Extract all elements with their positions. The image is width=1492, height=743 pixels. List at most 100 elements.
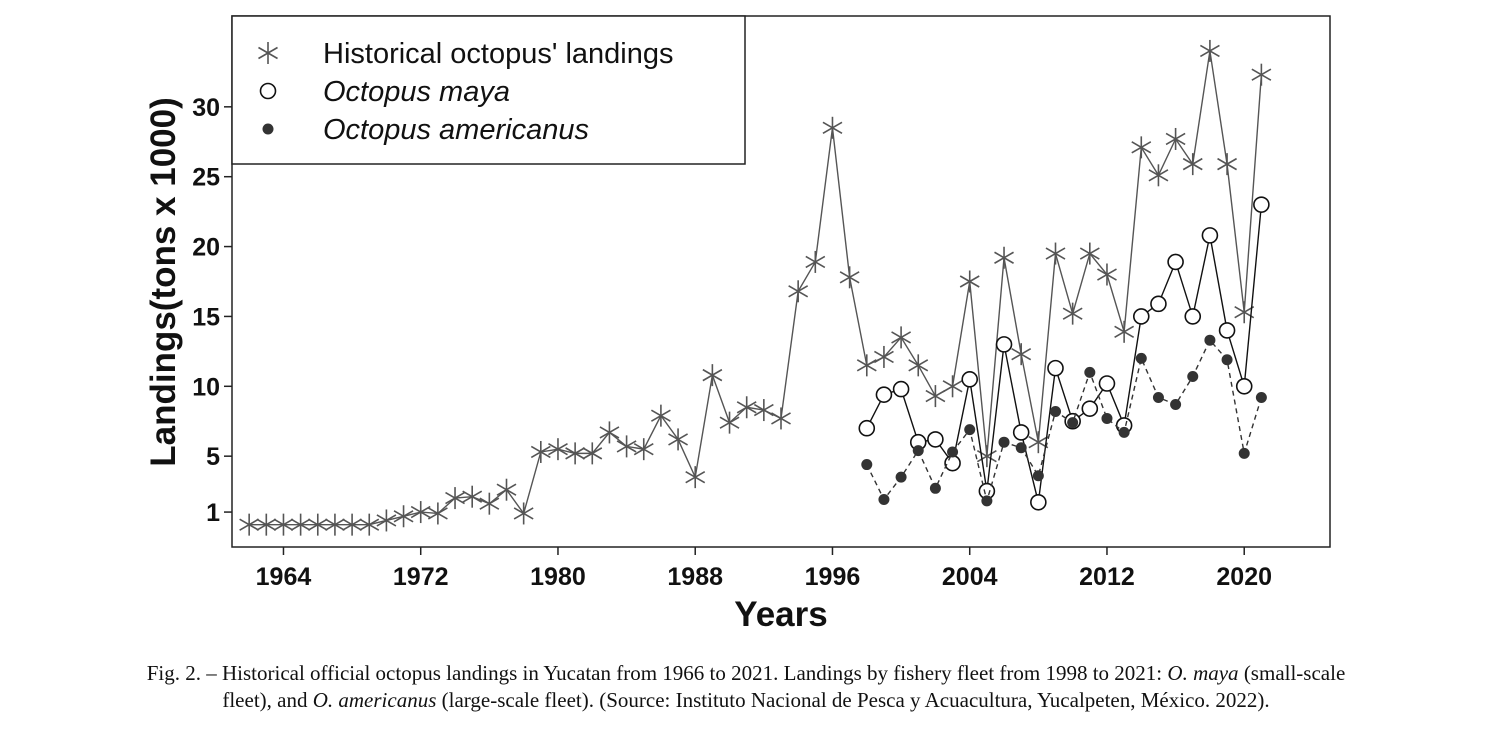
data-point [1255, 391, 1267, 403]
data-point [995, 336, 1013, 353]
caption-text: fleet), and [222, 688, 313, 712]
caption-text: Fig. 2. – Historical official octopus la… [146, 661, 1168, 685]
data-point [981, 495, 993, 507]
data-point [1253, 196, 1270, 213]
data-point [839, 266, 860, 289]
data-point [256, 513, 277, 536]
data-point [1170, 398, 1182, 410]
data-point [1251, 63, 1272, 86]
legend-label: Historical octopus' landings [323, 38, 674, 70]
data-point [290, 513, 311, 536]
legend-box [231, 15, 746, 165]
legend-marker [262, 123, 274, 135]
data-point [1045, 242, 1066, 265]
species-name: O. maya [1167, 661, 1239, 685]
data-point [1030, 493, 1047, 511]
data-point [1098, 375, 1116, 392]
series-line [249, 50, 1263, 526]
data-point [1131, 136, 1152, 159]
data-point [908, 354, 929, 377]
data-point [947, 446, 959, 458]
data-point [1079, 242, 1100, 265]
data-point [496, 478, 517, 501]
data-point [1011, 343, 1032, 366]
species-name: O. americanus [312, 688, 437, 712]
data-point [1084, 366, 1096, 378]
data-point [1114, 320, 1135, 343]
y-tick-label: 5 [206, 443, 220, 471]
data-point [736, 396, 757, 419]
data-point [1012, 424, 1030, 441]
data-point [1148, 164, 1169, 187]
data-point [633, 438, 654, 461]
y-tick-label: 20 [192, 234, 220, 262]
data-point [861, 459, 873, 471]
x-tick-label: 2004 [942, 563, 998, 591]
x-tick-label: 2020 [1216, 563, 1272, 591]
data-point [393, 505, 414, 528]
data-point [1050, 405, 1061, 417]
data-point [565, 442, 586, 465]
data-point [878, 493, 890, 505]
data-point [998, 436, 1010, 448]
series-line [866, 338, 1263, 504]
x-tick-label: 1988 [667, 563, 723, 591]
data-point [805, 250, 826, 273]
data-point [1062, 302, 1083, 325]
data-point [685, 466, 706, 489]
data-point [1152, 391, 1164, 403]
data-point [1150, 295, 1167, 313]
data-point [964, 424, 976, 436]
data-point [702, 364, 723, 387]
data-point [961, 371, 979, 388]
data-point [307, 513, 328, 536]
data-point [719, 411, 740, 434]
y-tick-label: 10 [192, 373, 220, 401]
data-point [530, 440, 551, 463]
legend-marker [259, 82, 277, 100]
data-point [1067, 417, 1079, 429]
legend-label: Octopus maya [323, 76, 510, 108]
data-point [753, 399, 774, 422]
data-point [1218, 322, 1236, 339]
data-point [650, 404, 671, 427]
series-1 [858, 196, 1270, 511]
data-point [1199, 39, 1220, 62]
data-point [1167, 253, 1184, 271]
data-point [1201, 227, 1219, 244]
series-layer [239, 39, 1272, 536]
data-point [1204, 334, 1216, 346]
data-point [994, 246, 1014, 269]
data-point [1221, 354, 1233, 366]
data-point [1238, 447, 1250, 459]
data-point [892, 380, 910, 398]
legend-label: Octopus americanus [323, 114, 589, 146]
y-tick-label: 30 [192, 94, 220, 122]
legend: Historical octopus' landings Octopus maya… [231, 15, 746, 165]
data-point [875, 386, 893, 403]
data-point [548, 438, 568, 461]
data-point [616, 435, 637, 458]
caption-line-2: fleet), and O. americanus (large-scale f… [0, 687, 1492, 714]
x-axis-title: Years [734, 595, 827, 634]
data-point [668, 428, 688, 451]
data-point [929, 482, 941, 494]
data-point [239, 513, 260, 536]
y-tick-label: 25 [192, 164, 220, 192]
data-point [410, 501, 431, 524]
data-point [342, 513, 363, 536]
data-point [771, 407, 791, 430]
data-point [944, 454, 961, 472]
data-point [942, 375, 963, 398]
x-tick-label: 2012 [1079, 563, 1135, 591]
data-point [513, 502, 534, 525]
data-point [599, 421, 620, 444]
data-point [1047, 359, 1064, 377]
caption-line-1: Fig. 2. – Historical official octopus la… [0, 660, 1492, 687]
data-point [582, 442, 603, 465]
data-point [856, 354, 877, 377]
y-tick-label: 1 [206, 499, 220, 527]
x-tick-label: 1980 [530, 563, 586, 591]
plot-frame [231, 15, 1331, 548]
